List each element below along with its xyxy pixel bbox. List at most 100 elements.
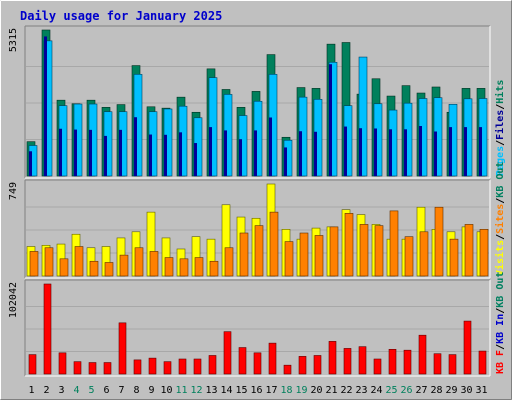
bar-kbf: [133, 359, 142, 375]
x-tick-label: 6: [103, 385, 109, 396]
panel-kbf-legend: KB F/KB In/KB Out: [495, 272, 506, 374]
bar-pages: [449, 127, 452, 176]
legend-entry: /: [495, 104, 506, 110]
panel-visits: 749 Visits/Sites/KB Out: [8, 162, 506, 279]
bar-kbf: [358, 346, 367, 375]
bar-kbf: [463, 320, 472, 375]
bar-sites: [254, 225, 264, 277]
legend-entry: /: [495, 234, 506, 240]
x-tick-label: 30: [460, 385, 472, 396]
bar-sites: [104, 262, 114, 277]
bar-kbf: [388, 349, 397, 375]
bar-sites: [344, 213, 354, 277]
bar-pages: [419, 126, 422, 176]
x-tick-label: 13: [205, 385, 217, 396]
bar-kbf: [298, 356, 307, 375]
x-tick-label: 9: [148, 385, 154, 396]
bar-kbf: [478, 350, 487, 375]
bar-pages: [284, 147, 287, 176]
bar-sites: [239, 232, 249, 277]
bar-kbf: [373, 358, 382, 375]
x-tick-label: 18: [280, 385, 292, 396]
x-tick-label: 28: [430, 385, 442, 396]
panel-visits-legend: Visits/Sites/KB Out: [494, 162, 506, 276]
bar-kbf: [163, 361, 172, 375]
bar-sites: [179, 258, 189, 277]
bar-pages: [239, 139, 242, 176]
bar-kbf: [448, 354, 457, 375]
legend-entry: KB In: [495, 314, 506, 344]
bar-sites: [449, 238, 459, 277]
x-tick-label: 17: [265, 385, 277, 396]
bar-kbf: [268, 342, 277, 375]
bar-kbf: [313, 355, 322, 375]
x-tick-label: 14: [220, 385, 232, 396]
bar-files: [358, 56, 368, 177]
bar-kbf: [283, 364, 292, 375]
bar-sites: [434, 206, 444, 277]
bar-sites: [44, 247, 54, 277]
x-tick-label: 22: [340, 385, 352, 396]
bar-sites: [284, 241, 294, 277]
bar-sites: [209, 260, 219, 277]
x-tick-label: 27: [415, 385, 427, 396]
x-tick-label: 5: [88, 385, 94, 396]
bar-sites: [404, 236, 414, 277]
chart-panels: 5315 Pages/Files/Hits 749 Visits/Sites/KB O…: [8, 25, 506, 377]
x-tick-label: 3: [58, 385, 64, 396]
x-tick-label: 4: [73, 385, 79, 396]
bar-pages: [149, 134, 152, 176]
bar-kbf: [88, 362, 97, 375]
bar-sites: [329, 226, 339, 277]
legend-entry: Hits: [494, 80, 506, 104]
x-tick-label: 21: [325, 385, 337, 396]
panel-visits-max-label: 749: [8, 182, 19, 200]
panel-hits-max-label: 5315: [8, 28, 19, 52]
legend-entry: /: [495, 140, 506, 146]
x-tick-label: 20: [310, 385, 322, 396]
x-axis-day-labels: 1 2 3 4 5 6 7 8 9 10 11 12 13 14 15 16 17 18 19 20 21 22 23 24 2…: [28, 385, 487, 396]
bar-kbf: [58, 352, 67, 375]
x-tick-label: 16: [250, 385, 262, 396]
bar-pages: [314, 131, 317, 176]
x-tick-label: 8: [133, 385, 139, 396]
bar-pages: [344, 126, 347, 176]
legend-entry: Pages: [495, 146, 506, 176]
x-tick-label: 23: [355, 385, 367, 396]
bar-kbf: [178, 358, 187, 375]
legend-entry: Visits: [494, 240, 506, 276]
bar-sites: [299, 232, 309, 277]
bar-pages: [329, 64, 332, 176]
bar-pages: [374, 128, 377, 176]
x-tick-label: 12: [190, 385, 202, 396]
x-tick-label: 2: [43, 385, 49, 396]
bar-pages: [389, 129, 392, 176]
bar-sites: [59, 258, 69, 277]
legend-entry: /: [495, 198, 506, 204]
x-tick-label: 26: [400, 385, 412, 396]
bar-pages: [404, 129, 407, 176]
bar-sites: [479, 229, 489, 277]
x-tick-label: 7: [118, 385, 124, 396]
bar-kbf: [73, 361, 82, 375]
bar-kbf: [433, 353, 442, 375]
x-tick-label: 31: [475, 385, 487, 396]
bar-pages: [29, 151, 32, 176]
bar-pages: [464, 127, 467, 176]
x-tick-label: 25: [385, 385, 397, 396]
bar-kbf: [148, 357, 157, 375]
legend-entry: /: [495, 344, 506, 350]
legend-entry: KB Out: [495, 162, 506, 198]
x-tick-label: 11: [175, 385, 187, 396]
bar-pages: [164, 134, 167, 176]
panel-hits-legend: Pages/Files/Hits: [494, 80, 506, 176]
bar-sites: [224, 247, 234, 277]
bar-files: [208, 77, 218, 177]
bar-pages: [44, 36, 47, 176]
bar-pages: [134, 117, 137, 176]
bar-kbf: [418, 334, 427, 375]
bar-sites: [374, 225, 384, 277]
bar-kbf: [328, 341, 337, 375]
bar-kbf: [118, 322, 127, 375]
